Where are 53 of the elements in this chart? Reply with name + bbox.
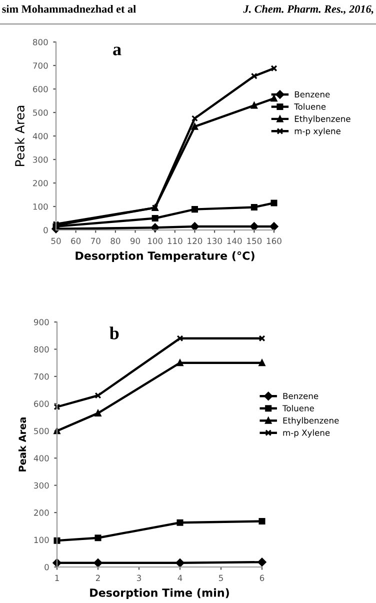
x-tick-label: 60: [71, 238, 81, 244]
y-tick-label: 400: [34, 455, 49, 462]
text: J. Chem. Pharm. Res., 2016,: [243, 4, 374, 14]
x-tick-label: 5: [218, 574, 223, 582]
text: sim Mohammadnezhad et al: [2, 4, 136, 13]
y-tick-label: 600: [34, 400, 49, 407]
legend-label: Ethylbenzene: [294, 116, 350, 124]
legend-label: m-p xylene: [294, 128, 340, 136]
x-tick-label: 6: [260, 574, 264, 582]
x-tick-label: 70: [91, 238, 100, 244]
x-tick-label: 110: [168, 238, 182, 244]
y-tick-label: 500: [33, 109, 48, 116]
y-axis-title: Peak Area: [14, 106, 24, 166]
x-tick-label: 90: [130, 238, 140, 244]
y-tick-label: 900: [34, 318, 49, 326]
y-tick-label: 100: [34, 536, 49, 544]
y-tick-label: 200: [34, 510, 49, 516]
y-tick-label: 800: [34, 346, 49, 353]
y-tick-label: 300: [34, 482, 49, 489]
y-tick-label: 400: [32, 132, 48, 140]
x-tick-label: 4: [178, 574, 182, 581]
legend-label: Benzene: [283, 392, 318, 400]
y-axis-title: Peak Area: [18, 417, 26, 472]
x-tick-label: 150: [247, 238, 262, 244]
x-tick-label: 3: [136, 574, 141, 582]
x-tick-label: 140: [227, 238, 242, 244]
chart-title: b: [110, 326, 119, 340]
legend-label: Toluene: [294, 103, 326, 110]
y-tick-label: 0: [44, 564, 49, 570]
legend-label: m-p Xylene: [283, 429, 330, 438]
x-tick-label: 130: [208, 238, 222, 244]
x-tick-label: 100: [148, 238, 162, 244]
x-tick-label: 160: [266, 238, 282, 244]
y-tick-label: 800: [33, 38, 48, 46]
y-tick-label: 700: [33, 62, 48, 69]
chart-title: a: [113, 46, 122, 56]
legend-label: Ethylbenzene: [283, 417, 339, 426]
y-tick-label: 300: [33, 156, 48, 163]
x-tick-label: 80: [110, 238, 120, 244]
y-tick-label: 700: [34, 373, 49, 380]
x-tick-label: 120: [188, 238, 202, 244]
y-tick-label: 100: [33, 203, 48, 210]
x-tick-label: 50: [51, 238, 61, 244]
y-tick-label: 500: [34, 428, 49, 434]
y-tick-label: 600: [33, 86, 48, 92]
x-tick-label: 1: [55, 574, 59, 581]
legend-label: Toluene: [282, 404, 314, 412]
x-axis-title: Desorption Temperature (°C): [76, 251, 254, 262]
y-tick-label: 200: [33, 180, 48, 186]
x-tick-label: 2: [96, 574, 100, 581]
y-tick-label: 0: [44, 226, 48, 234]
legend-label: Benzene: [294, 91, 330, 98]
x-axis-title: Desorption Time (min): [90, 588, 229, 600]
